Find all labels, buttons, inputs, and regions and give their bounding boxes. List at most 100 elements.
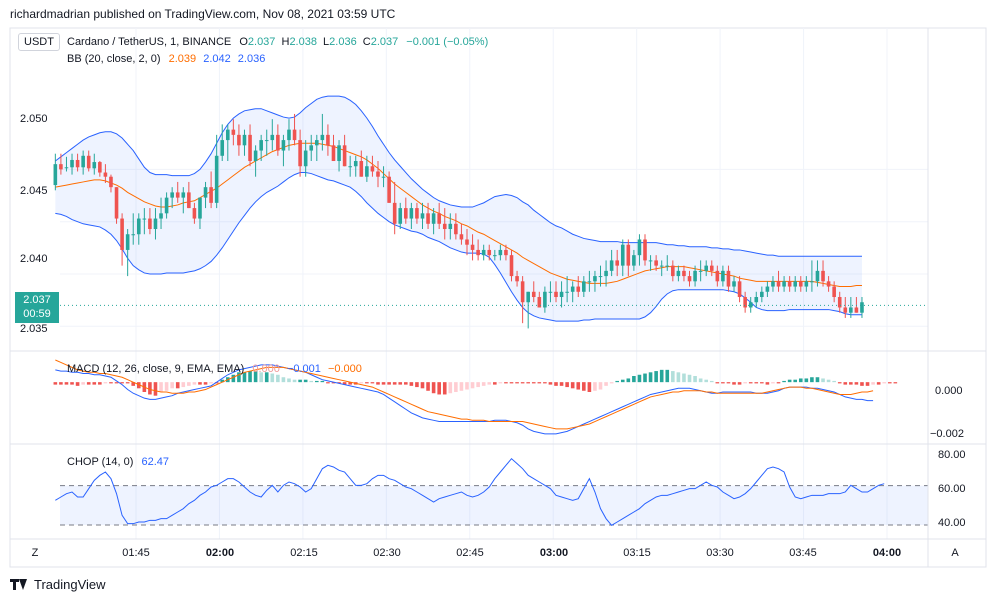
macd-histogram-bar [671, 371, 675, 383]
candle-body [570, 286, 575, 292]
macd-histogram-bar [59, 382, 63, 385]
macd-histogram-bar [220, 379, 225, 383]
macd-y-tick-label: −0.002 [930, 428, 964, 440]
candle-body [303, 150, 308, 167]
x-tick-label: 02:15 [290, 547, 318, 559]
macd-histogram-bar [693, 376, 697, 383]
candle-body [593, 276, 597, 282]
chop-y-tick-label: 60.00 [938, 483, 966, 495]
macd-histogram-bar [698, 378, 703, 383]
candle-body [776, 281, 781, 287]
candle-body [404, 208, 408, 219]
bb-legend[interactable]: BB (20, close, 2, 0) 2.039 2.042 2.036 [67, 53, 265, 65]
y-tick-label: 2.050 [20, 113, 48, 125]
candle-body [732, 281, 736, 287]
macd-histogram-bar [392, 382, 397, 385]
macd-histogram-bar [276, 374, 280, 383]
macd-histogram-bar [659, 369, 664, 383]
macd-histogram-bar [398, 382, 403, 385]
candle-body [565, 291, 569, 293]
macd-histogram-bar [793, 379, 798, 383]
macd-histogram-bar [821, 378, 825, 383]
macd-histogram-bar [381, 382, 386, 385]
macd-histogram-bar [598, 382, 603, 390]
candle-body [437, 213, 441, 224]
chop-legend[interactable]: CHOP (14, 0) 62.47 [67, 456, 169, 468]
macd-histogram-bar [431, 382, 436, 394]
macd-histogram-bar [314, 380, 319, 383]
macd-histogram-bar [537, 382, 542, 384]
macd-histogram-bar [476, 382, 480, 388]
macd-legend[interactable]: MACD (12, 26, close, 9, EMA, EMA) 0.000 … [67, 363, 362, 375]
last-price-tag: 2.037 00:59 [15, 292, 59, 323]
macd-histogram-bar [726, 382, 731, 384]
macd-histogram-bar [893, 382, 898, 384]
macd-histogram-bar [253, 371, 258, 383]
macd-line [55, 364, 874, 435]
macd-histogram-bar [676, 372, 681, 383]
candle-body [198, 197, 202, 219]
macd-histogram-bar [242, 372, 247, 383]
macd-histogram-bar [231, 374, 236, 383]
macd-histogram-bar [175, 382, 180, 389]
macd-signal-line [55, 359, 874, 430]
candle-body [387, 176, 391, 203]
macd-histogram-bar [203, 382, 208, 385]
symbol-legend[interactable]: Cardano / TetherUS, 1, BINANCE O2.037 H2… [67, 36, 488, 48]
macd-histogram-bar [287, 378, 291, 383]
candle-body [426, 213, 430, 224]
macd-histogram-bar [593, 382, 597, 391]
candle-body [459, 234, 464, 240]
macd-histogram-bar [70, 382, 74, 385]
candle-body [237, 134, 241, 146]
chart-frame [9, 27, 987, 568]
currency-button[interactable]: USDT [18, 33, 60, 51]
candle-body [515, 276, 519, 282]
macd-histogram-bar [737, 382, 742, 385]
candle-body [665, 265, 670, 267]
candle-body [203, 187, 208, 198]
macd-histogram-bar [342, 382, 347, 385]
candle-body [765, 286, 770, 292]
candle-body [576, 286, 581, 292]
candle-body [476, 249, 480, 256]
macd-histogram-bar [264, 372, 269, 383]
macd-histogram-bar [849, 382, 853, 385]
candle-body [181, 192, 186, 198]
macd-histogram-bar [665, 369, 670, 383]
auto-scale-a-button[interactable]: A [951, 547, 959, 559]
macd-histogram-bar [415, 382, 419, 388]
candle-body [704, 265, 709, 271]
macd-histogram-bar [214, 382, 219, 384]
macd-histogram-bar [442, 382, 447, 395]
candle-body [754, 297, 759, 303]
candle-body [81, 155, 85, 168]
candle-body [548, 291, 553, 293]
candle-body [654, 260, 658, 266]
last-price: 2.037 [23, 294, 51, 306]
macd-histogram-bar [548, 382, 553, 385]
macd-histogram-bar [704, 379, 709, 383]
candle-body [415, 208, 419, 219]
candle-body [810, 281, 814, 283]
macd-histogram-bar [559, 382, 564, 386]
macd-histogram-bar [136, 382, 141, 389]
auto-scale-z-button[interactable]: Z [31, 547, 39, 559]
symbol-title: Cardano / TetherUS, 1, BINANCE [67, 36, 231, 48]
candle-body [220, 140, 225, 156]
candle-body [59, 164, 63, 170]
candle-body [53, 164, 58, 186]
macd-histogram-bar [771, 382, 775, 384]
candle-body [398, 208, 403, 224]
x-tick-label: 01:45 [122, 547, 150, 559]
candle-body [693, 270, 697, 282]
candle-body [159, 213, 163, 219]
candle-body [259, 140, 263, 151]
tradingview-brand[interactable]: TradingView [10, 577, 106, 592]
candle-body [559, 291, 564, 298]
macd-histogram-bar [648, 372, 653, 383]
candle-body [136, 218, 141, 235]
macd-histogram-bar [837, 382, 842, 384]
macd-histogram-bar [187, 382, 191, 386]
